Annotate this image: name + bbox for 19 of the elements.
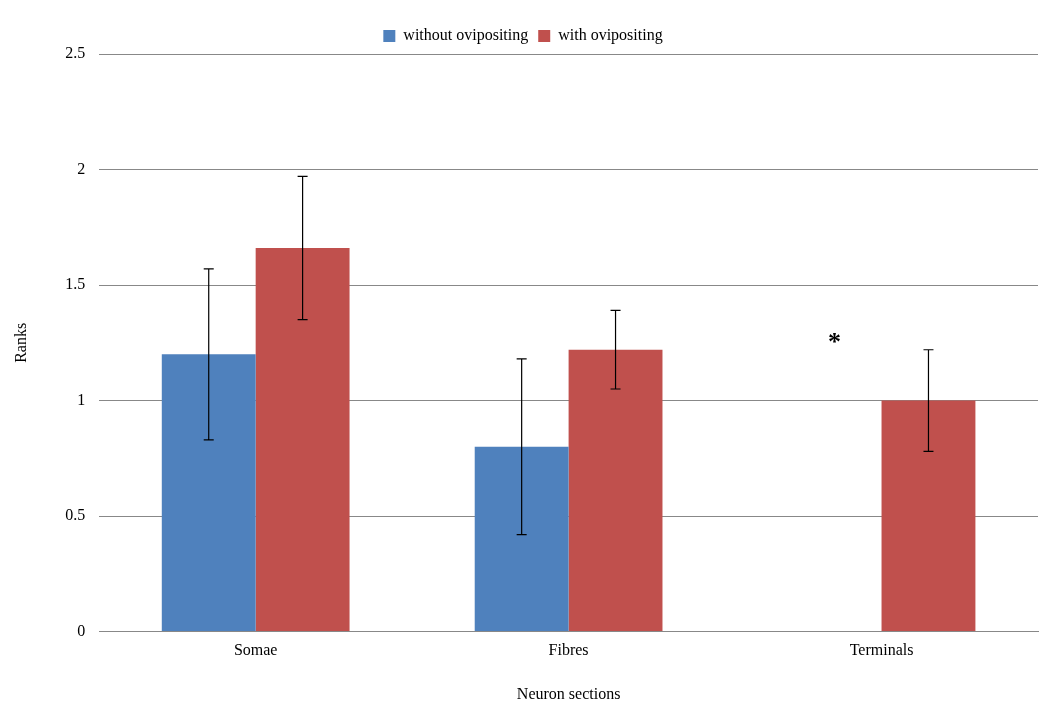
- y-tick-label: 1: [77, 390, 86, 408]
- bar: [568, 349, 663, 632]
- x-axis-title: Neuron sections: [516, 684, 621, 702]
- legend-label: without ovipositing: [403, 26, 529, 45]
- bar: [881, 400, 976, 632]
- y-tick-label: 0.5: [65, 506, 86, 524]
- x-tick-label: Fibres: [548, 641, 589, 659]
- y-axis-title: Ranks: [11, 322, 29, 363]
- y-tick-label: 1.5: [65, 275, 86, 293]
- legend-label: with ovipositing: [558, 26, 663, 45]
- bar: [255, 248, 350, 632]
- y-tick-label: 0: [77, 621, 86, 639]
- x-tick-label: Terminals: [849, 641, 914, 659]
- y-tick-label: 2: [77, 159, 86, 177]
- annotation: *: [828, 326, 842, 356]
- x-tick-label: Somae: [233, 641, 278, 659]
- bar: [161, 354, 256, 632]
- y-tick-label: 2.5: [65, 44, 86, 62]
- bar: [474, 446, 569, 632]
